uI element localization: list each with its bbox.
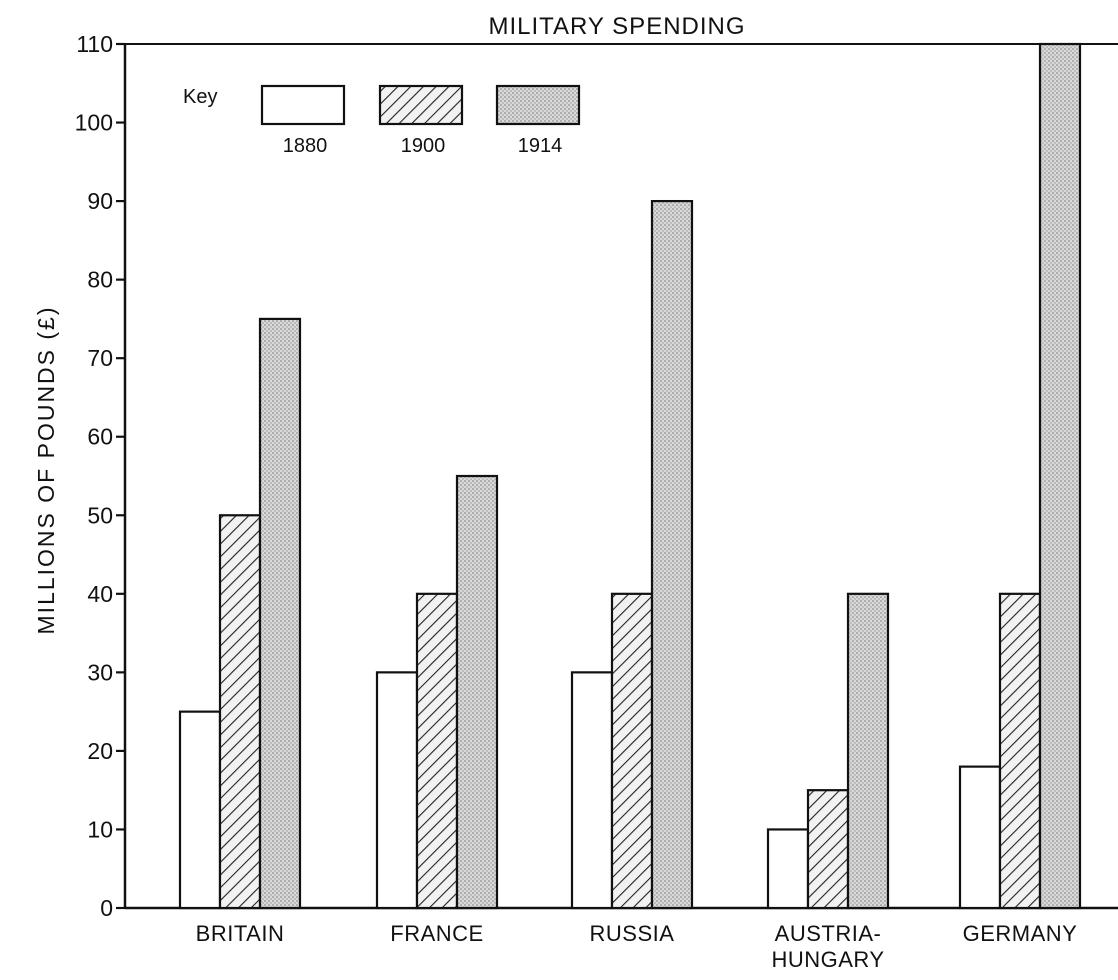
bar-1914-britain [258,317,302,910]
x-tick-label: RUSSIA [590,921,675,946]
bar-1914-austria-hungary [846,592,890,910]
x-axis-labels: BRITAIN FRANCE RUSSIA AUSTRIA-HUNGARY GERMAN… [196,921,1078,972]
y-tick-label: 50 [87,502,113,528]
bar-1880-germany [958,765,1002,910]
bar-1880-austria-hungary [766,828,810,910]
y-tick-label: 60 [87,424,113,450]
legend-swatch-1880 [260,84,346,126]
bar-1880-france [375,671,419,910]
y-tick-label: 0 [100,895,113,921]
y-tick-label: 110 [76,31,113,57]
y-tick-label: 20 [87,738,113,764]
legend-label-1914: 1914 [518,135,563,157]
bar-1900-germany [998,592,1042,910]
y-tick-label: 40 [87,581,113,607]
bar-1880-russia [570,671,614,910]
y-tick-label: 80 [87,267,113,293]
bar-1900-russia [610,592,654,910]
y-tick-label: 30 [87,659,113,685]
legend-label-1900: 1900 [401,135,446,157]
x-tick-label: AUSTRIA- [775,921,882,946]
y-tick-label: 100 [75,110,113,136]
bar-1914-russia [650,199,694,910]
legend-title: Key [183,86,217,108]
bar-1900-france [415,592,459,910]
legend-swatch-1914 [495,84,581,126]
bar-1900-austria-hungary [806,789,850,910]
y-axis-label: MILLIONS OF POUNDS (£) [33,306,59,635]
y-tick-label: 90 [87,188,113,214]
bar-1880-britain [178,710,222,910]
bar-1914-france [455,474,499,910]
chart-title: MILITARY SPENDING [488,13,745,40]
x-tick-label: HUNGARY [771,947,884,972]
y-tick-label: 10 [87,816,113,842]
bars [178,42,1082,910]
x-tick-label: BRITAIN [196,921,285,946]
x-tick-label: GERMANY [963,921,1078,946]
y-tick-label: 70 [87,345,113,371]
legend: Key 1880 1900 1914 [183,84,581,157]
x-tick-label: FRANCE [390,921,483,946]
bar-1914-germany [1038,42,1082,910]
bar-1900-britain [218,514,262,910]
legend-swatch-1900 [378,84,464,126]
legend-label-1880: 1880 [283,135,328,157]
